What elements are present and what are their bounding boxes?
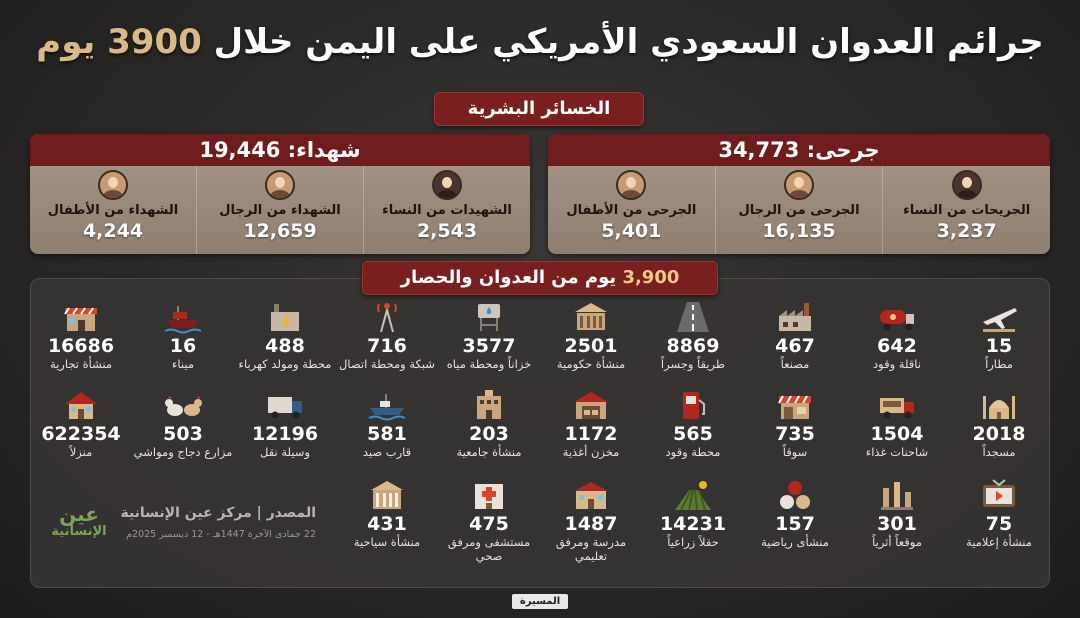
martyrs-panel: شهداء: 19,446 الشهيدات من النساء 2,543 ا… bbox=[30, 134, 530, 254]
human-losses-label: الخسائر البشرية bbox=[434, 92, 644, 126]
martyrs-men-stat: الشهداء من الرجال 12,659 bbox=[196, 166, 363, 254]
man-icon bbox=[784, 170, 814, 200]
source-date: 22 جمادى الآخرة 1447هـ - 12 ديسمبر 2025م bbox=[126, 529, 316, 540]
title-accent: 3900 يوم bbox=[36, 22, 202, 62]
child-icon bbox=[98, 170, 128, 200]
stat-value: 4,244 bbox=[82, 220, 144, 242]
almasirah-watermark: المسيرة bbox=[512, 594, 568, 609]
wounded-header: جرحى: 34,773 bbox=[548, 134, 1050, 166]
logo-line2: الإنسانية bbox=[51, 524, 107, 539]
infrastructure-panel bbox=[30, 278, 1050, 588]
wounded-women-stat: الجريحات من النساء 3,237 bbox=[882, 166, 1050, 254]
wounded-men-stat: الجرحى من الرجال 16,135 bbox=[714, 166, 883, 254]
stat-value: 3,237 bbox=[936, 220, 997, 242]
days-banner: 3,900 يوم من العدوان والحصار bbox=[362, 261, 718, 295]
days-text: يوم من العدوان والحصار bbox=[400, 267, 617, 288]
woman-icon bbox=[951, 170, 982, 200]
stat-label: الشهداء من الرجال bbox=[219, 203, 341, 218]
days-number: 3,900 bbox=[622, 267, 680, 288]
stat-label: الجرحى من الأطفال bbox=[566, 203, 697, 218]
stat-label: الشهداء من الأطفال bbox=[47, 203, 179, 218]
wounded-children-stat: الجرحى من الأطفال 5,401 bbox=[548, 166, 715, 254]
source-line: المصدر | مركز عين الإنسانية bbox=[120, 505, 316, 521]
stat-value: 2,543 bbox=[416, 220, 478, 242]
martyrs-women-stat: الشهيدات من النساء 2,543 bbox=[363, 166, 530, 254]
stat-value: 12,659 bbox=[243, 220, 317, 242]
ain-alinsaniya-logo: عين الإنسانية bbox=[44, 503, 114, 547]
stat-label: الجرحى من الرجال bbox=[738, 203, 860, 218]
woman-icon bbox=[432, 170, 462, 200]
source-block: المصدر | مركز عين الإنسانية 22 جمادى الآ… bbox=[120, 505, 316, 540]
wounded-panel: جرحى: 34,773 الجريحات من النساء 3,237 ال… bbox=[548, 134, 1050, 254]
stat-label: الجريحات من النساء bbox=[903, 203, 1031, 218]
stat-value: 5,401 bbox=[601, 220, 662, 242]
logo-line1: عين bbox=[59, 502, 99, 526]
stat-value: 16,135 bbox=[762, 220, 836, 242]
title-main: جرائم العدوان السعودي الأمريكي على اليمن… bbox=[213, 22, 1044, 62]
martyrs-children-stat: الشهداء من الأطفال 4,244 bbox=[30, 166, 196, 254]
child-icon bbox=[616, 170, 647, 200]
page-title: جرائم العدوان السعودي الأمريكي على اليمن… bbox=[0, 22, 1080, 62]
stat-label: الشهيدات من النساء bbox=[382, 203, 512, 218]
martyrs-header: شهداء: 19,446 bbox=[30, 134, 530, 166]
man-icon bbox=[265, 170, 295, 200]
